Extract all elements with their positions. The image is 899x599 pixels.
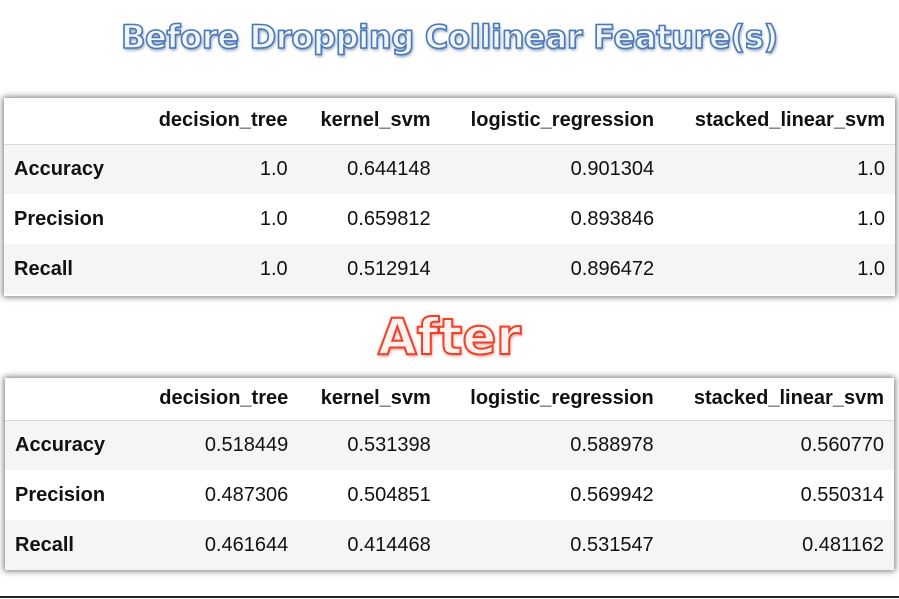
- before-metrics-table: decision_tree kernel_svm logistic_regres…: [4, 98, 895, 294]
- table-cell: 0.531398: [347, 433, 431, 456]
- table-row-recall: Recall 1.0 0.512914 0.896472 1.0: [4, 244, 895, 294]
- header-decision-tree: decision_tree: [158, 109, 288, 132]
- table-cell: 1.0: [259, 157, 288, 180]
- table-cell: 0.659812: [347, 207, 431, 230]
- table-cell: 0.487306: [204, 483, 289, 506]
- header-stacked-linear-svm: stacked_linear_svm: [694, 109, 885, 132]
- table-row-accuracy: Accuracy 1.0 0.644148 0.901304 1.0: [4, 144, 895, 194]
- table-cell: 0.512914: [347, 257, 431, 280]
- table-cell: 1.0: [259, 207, 288, 230]
- table-row-accuracy: Accuracy 0.518449 0.531398 0.588978 0.56…: [5, 420, 894, 470]
- row-label: Recall: [14, 257, 73, 280]
- table-cell: 0.531547: [570, 533, 654, 556]
- row-label: Accuracy: [15, 433, 106, 456]
- table-cell: 0.588978: [570, 433, 654, 456]
- bottom-divider: [0, 596, 899, 598]
- header-index-cell: [5, 378, 135, 420]
- table-cell: 0.550314: [800, 483, 884, 506]
- row-label: Precision: [14, 207, 105, 230]
- table-cell: 1.0: [857, 157, 885, 180]
- header-decision-tree: decision_tree: [159, 387, 289, 410]
- header-logistic-regression: logistic_regression: [470, 387, 654, 410]
- table-header-row: decision_tree kernel_svm logistic_regres…: [5, 378, 894, 420]
- row-label: Accuracy: [14, 157, 105, 180]
- after-metrics-table: decision_tree kernel_svm logistic_regres…: [5, 378, 894, 570]
- table-cell: 0.414468: [347, 533, 431, 556]
- table-cell: 0.896472: [570, 257, 655, 280]
- table-cell: 0.518449: [204, 433, 289, 456]
- table-row-precision: Precision 0.487306 0.504851 0.569942 0.5…: [5, 470, 894, 520]
- table-cell: 0.560770: [800, 433, 884, 456]
- before-title: Before Dropping Collinear Feature(s): [120, 17, 779, 57]
- table-cell: 0.644148: [347, 157, 431, 180]
- table-cell: 0.569942: [570, 483, 654, 506]
- table-cell: 0.461644: [204, 533, 289, 556]
- after-metrics-table-panel: decision_tree kernel_svm logistic_regres…: [5, 378, 894, 570]
- row-label: Precision: [15, 483, 106, 506]
- table-row-precision: Precision 1.0 0.659812 0.893846 1.0: [4, 194, 895, 244]
- table-cell: 1.0: [259, 257, 288, 280]
- header-index-cell: [4, 98, 134, 144]
- table-cell: 0.504851: [347, 483, 431, 506]
- header-kernel-svm: kernel_svm: [320, 387, 431, 410]
- table-cell: 0.901304: [570, 157, 655, 180]
- header-kernel-svm: kernel_svm: [320, 109, 431, 132]
- table-cell: 1.0: [857, 207, 885, 230]
- table-row-recall: Recall 0.461644 0.414468 0.531547 0.4811…: [5, 520, 894, 570]
- before-metrics-table-panel: decision_tree kernel_svm logistic_regres…: [4, 98, 895, 296]
- header-logistic-regression: logistic_regression: [470, 109, 655, 132]
- header-stacked-linear-svm: stacked_linear_svm: [693, 387, 884, 410]
- table-cell: 1.0: [857, 257, 885, 280]
- table-cell: 0.893846: [570, 207, 655, 230]
- table-header-row: decision_tree kernel_svm logistic_regres…: [4, 98, 895, 144]
- table-cell: 0.481162: [802, 533, 884, 556]
- row-label: Recall: [15, 533, 74, 556]
- after-title: After: [377, 307, 522, 367]
